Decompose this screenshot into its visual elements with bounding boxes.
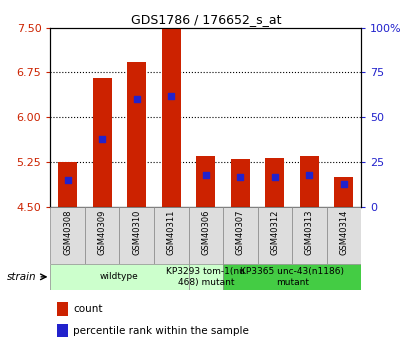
Bar <box>196 156 215 207</box>
Text: GSM40309: GSM40309 <box>98 210 107 255</box>
Bar <box>50 207 85 264</box>
Text: GSM40314: GSM40314 <box>339 210 349 255</box>
Bar <box>223 264 361 290</box>
Point <box>168 93 175 99</box>
Bar <box>292 207 327 264</box>
Bar <box>57 324 68 337</box>
Text: GSM40306: GSM40306 <box>201 210 210 255</box>
Bar <box>119 207 154 264</box>
Bar <box>327 207 361 264</box>
Bar <box>162 28 181 207</box>
Point <box>64 177 71 183</box>
Bar <box>127 62 146 207</box>
Point <box>237 174 244 179</box>
Bar <box>334 177 354 207</box>
Text: count: count <box>74 304 103 314</box>
Point <box>99 136 105 141</box>
Text: percentile rank within the sample: percentile rank within the sample <box>74 326 249 336</box>
Text: KP3365 unc-43(n1186)
mutant: KP3365 unc-43(n1186) mutant <box>240 267 344 287</box>
Text: GSM40311: GSM40311 <box>167 210 176 255</box>
Bar <box>189 264 223 290</box>
Bar <box>265 158 284 207</box>
Text: GSM40313: GSM40313 <box>305 210 314 255</box>
Bar <box>231 159 250 207</box>
Bar <box>300 156 319 207</box>
Text: wildtype: wildtype <box>100 272 139 282</box>
Text: GSM40307: GSM40307 <box>236 210 245 255</box>
Point <box>306 172 313 177</box>
Bar <box>257 207 292 264</box>
Text: GSM40308: GSM40308 <box>63 210 72 255</box>
Text: GSM40310: GSM40310 <box>132 210 141 255</box>
Bar <box>58 162 77 207</box>
Point <box>341 181 347 186</box>
Bar <box>154 207 189 264</box>
Bar <box>93 78 112 207</box>
Point <box>134 97 140 102</box>
Bar <box>189 207 223 264</box>
Title: GDS1786 / 176652_s_at: GDS1786 / 176652_s_at <box>131 13 281 27</box>
Text: KP3293 tom-1(nu
468) mutant: KP3293 tom-1(nu 468) mutant <box>166 267 245 287</box>
Text: strain: strain <box>7 272 37 282</box>
Bar <box>57 302 68 316</box>
Bar <box>223 207 257 264</box>
Point <box>271 174 278 179</box>
Bar <box>85 207 119 264</box>
Text: GSM40312: GSM40312 <box>270 210 279 255</box>
Point <box>202 172 209 177</box>
Bar <box>50 264 189 290</box>
